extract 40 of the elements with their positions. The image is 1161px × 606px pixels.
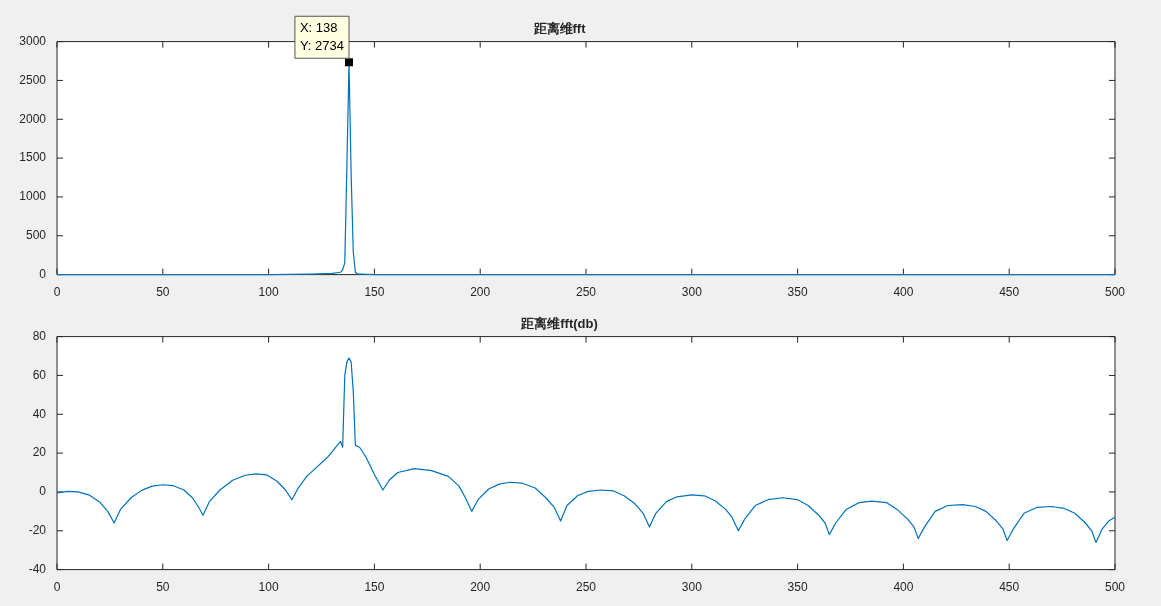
y-tick-label: 40 [32,406,47,421]
x-tick-label: 350 [787,285,808,300]
y-tick-label: 2500 [19,72,47,87]
x-tick-label: 50 [156,580,170,595]
x-tick-label: 300 [681,580,703,595]
x-tick-label: 200 [470,285,491,300]
x-tick-label: 250 [575,580,597,595]
y-tick-label: -20 [28,523,47,538]
y-tick-label: 3000 [19,33,47,48]
x-tick-label: 100 [258,285,279,300]
y-tick-label: 2000 [19,111,47,126]
y-tick-label: 60 [32,367,47,382]
x-tick-label: 50 [156,285,170,300]
x-tick-label: 450 [999,285,1020,300]
chart-title: 距离维fft [532,21,587,37]
x-tick-label: 0 [53,285,61,300]
x-tick-label: 400 [893,285,914,300]
y-tick-label: 20 [32,445,47,460]
x-tick-label: 400 [893,580,914,595]
x-tick-label: 200 [470,580,491,595]
y-tick-label: 80 [32,328,47,343]
x-tick-label: 150 [364,285,385,300]
y-tick-label: 500 [25,228,47,243]
x-tick-label: 300 [681,285,703,300]
x-tick-label: 450 [999,580,1020,595]
y-tick-label: 1000 [19,189,47,204]
x-tick-label: 350 [787,580,808,595]
chart-title: 距离维fft(db) [520,316,598,332]
y-tick-label: 1500 [19,150,47,165]
x-tick-label: 500 [1104,580,1126,595]
x-tick-label: 150 [364,580,385,595]
y-tick-label: -40 [28,561,47,576]
y-tick-label: 0 [39,484,47,499]
x-tick-label: 100 [258,580,279,595]
annotation: X: 138 [299,19,338,35]
x-tick-label: 250 [575,285,597,300]
y-tick-label: 0 [39,266,47,281]
annotation: Y: 2734 [299,37,345,53]
x-tick-label: 500 [1104,285,1126,300]
x-tick-label: 0 [53,580,61,595]
